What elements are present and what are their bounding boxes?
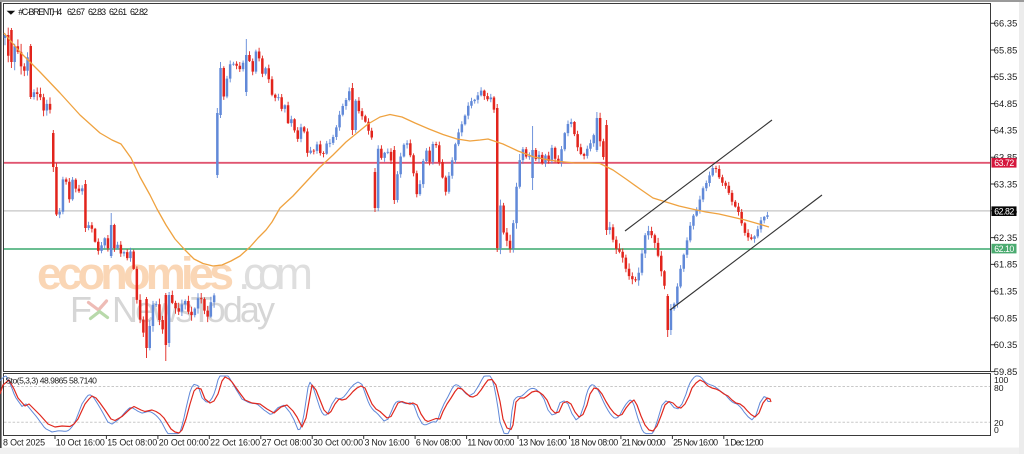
svg-text:0: 0 [994, 425, 999, 435]
svg-text:60.85: 60.85 [994, 313, 1018, 323]
svg-text:15 Oct 08:00: 15 Oct 08:00 [107, 438, 157, 448]
svg-text:22 Oct 16:00: 22 Oct 16:00 [210, 438, 260, 448]
svg-text:1 Dec 12:00: 1 Dec 12:00 [725, 438, 764, 448]
svg-text:13 Nov 16:00: 13 Nov 16:00 [519, 438, 567, 448]
svg-text:F: F [70, 289, 92, 330]
svg-text:61.35: 61.35 [994, 287, 1018, 297]
svg-text:Sto(5,3,3) 48.9865 58.7140: Sto(5,3,3) 48.9865 58.7140 [5, 375, 97, 385]
svg-text:62.35: 62.35 [994, 233, 1018, 243]
svg-text:100: 100 [994, 375, 1009, 385]
svg-text:65.35: 65.35 [994, 72, 1018, 82]
svg-text:30 Oct 00:00: 30 Oct 00:00 [313, 438, 363, 448]
svg-text:62.67: 62.67 [67, 7, 85, 17]
svg-text:62.82: 62.82 [130, 7, 148, 17]
svg-text:18 Nov 08:00: 18 Nov 08:00 [570, 438, 618, 448]
svg-text:economies: economies [37, 248, 234, 299]
svg-text:3 Nov 16:00: 3 Nov 16:00 [365, 438, 410, 448]
svg-text:6 Nov 08:00: 6 Nov 08:00 [416, 438, 461, 448]
svg-text:27 Oct 08:00: 27 Oct 08:00 [262, 438, 312, 448]
svg-text:63.72: 63.72 [994, 158, 1014, 168]
svg-text:66.35: 66.35 [994, 19, 1018, 29]
svg-text:62.83: 62.83 [88, 7, 106, 17]
svg-text:63.85: 63.85 [994, 153, 1018, 163]
svg-text:63.35: 63.35 [994, 179, 1018, 189]
svg-text:20: 20 [994, 418, 1004, 428]
svg-text:62.82: 62.82 [994, 206, 1014, 216]
svg-text:11 Nov 00:00: 11 Nov 00:00 [467, 438, 514, 448]
svg-text:65.85: 65.85 [994, 45, 1018, 55]
svg-text:20 Oct 00:00: 20 Oct 00:00 [159, 438, 209, 448]
svg-text:21 Nov 00:00: 21 Nov 00:00 [622, 438, 666, 448]
svg-text:59.85: 59.85 [994, 367, 1018, 377]
svg-text:8 Oct 2025: 8 Oct 2025 [3, 438, 45, 448]
svg-text:#C-BRENT,H4: #C-BRENT,H4 [18, 7, 62, 17]
svg-text:25 Nov 16:00: 25 Nov 16:00 [673, 438, 718, 448]
svg-text:60.35: 60.35 [994, 340, 1018, 350]
svg-text:64.35: 64.35 [994, 126, 1018, 136]
svg-text:.com: .com [238, 248, 313, 299]
svg-text:62.10: 62.10 [994, 244, 1014, 254]
svg-text:80: 80 [994, 383, 1004, 393]
svg-text:62.61: 62.61 [109, 7, 127, 17]
svg-text:10 Oct 16:00: 10 Oct 16:00 [56, 438, 105, 448]
svg-text:64.85: 64.85 [994, 99, 1018, 109]
svg-text:61.85: 61.85 [994, 260, 1018, 270]
